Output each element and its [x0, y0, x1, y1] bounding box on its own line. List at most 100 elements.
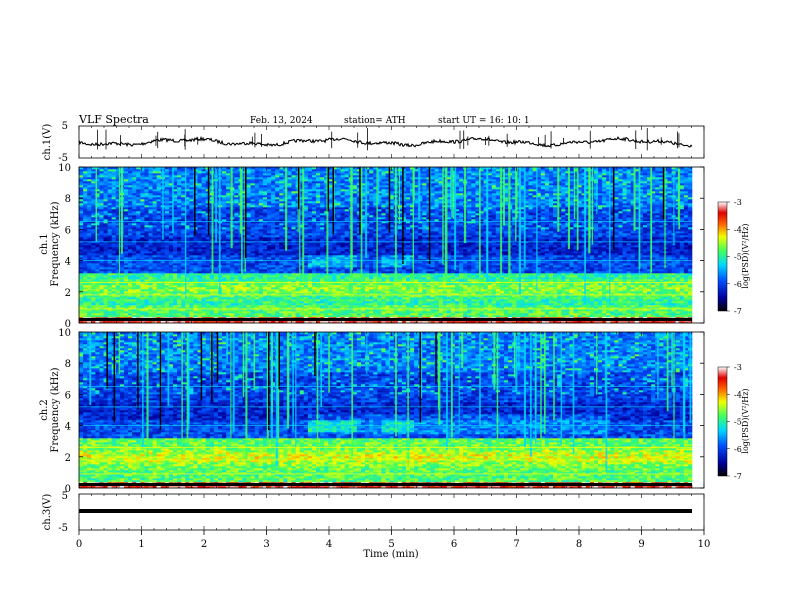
- spectrogram-cell: [262, 293, 268, 296]
- spectrogram-cell: [504, 291, 509, 294]
- spectrogram-cell: [103, 265, 108, 268]
- spectrogram-cell: [316, 269, 321, 272]
- spectrogram-cell: [573, 269, 578, 272]
- spectrogram-cell: [626, 305, 631, 308]
- spectrogram-cell: [630, 267, 636, 270]
- spectrogram-cell: [467, 277, 472, 280]
- spectrogram-cell: [540, 321, 546, 324]
- spectrogram-cell: [467, 291, 472, 294]
- spectrogram-cell: [438, 293, 444, 296]
- spectrogram-cell: [565, 297, 570, 300]
- spectrogram-cell: [397, 273, 403, 276]
- spectrogram-cell: [467, 295, 472, 298]
- spectrogram-cell: [532, 321, 538, 324]
- spectrogram-cell: [426, 307, 431, 310]
- spectrogram-cell: [320, 273, 325, 276]
- spectrogram-cell: [283, 271, 288, 274]
- spectrogram-cell: [479, 301, 484, 304]
- spectrogram-cell: [336, 313, 341, 316]
- spectrogram-cell: [307, 291, 313, 294]
- spectrogram-cell: [561, 301, 566, 304]
- spectrogram-cell: [434, 267, 439, 270]
- spectrogram-cell: [246, 301, 251, 304]
- spectrogram-cell: [381, 289, 386, 292]
- spectrogram-cell: [577, 289, 582, 292]
- spectrogram-cell: [630, 311, 636, 314]
- figure-title: VLF Spectra: [78, 113, 149, 126]
- spectrogram-cell: [119, 275, 125, 278]
- spectrogram-cell: [683, 293, 689, 296]
- spectrogram-cell: [156, 275, 162, 278]
- spectrogram-cell: [87, 257, 92, 260]
- spectrogram-cell: [454, 305, 460, 308]
- spectrogram-cell: [168, 267, 174, 270]
- spectrogram-cell: [185, 277, 190, 280]
- spectrogram-cell: [332, 269, 337, 272]
- spectrogram-cell: [160, 261, 166, 264]
- spectrogram-cell: [111, 315, 117, 318]
- spectrogram-cell: [336, 271, 341, 274]
- spectrogram-cell: [634, 285, 640, 288]
- spectrogram-cell: [528, 273, 533, 276]
- spectrogram-cell: [250, 291, 256, 294]
- spectrogram-cell: [185, 301, 190, 304]
- spectrogram-cell: [328, 321, 333, 324]
- spectrogram-cell: [369, 311, 374, 314]
- spectrogram-cell: [246, 293, 251, 296]
- spectrogram-cell: [238, 295, 243, 298]
- spectrogram-cell: [614, 273, 619, 276]
- spectrogram-cell: [115, 259, 121, 262]
- spectrogram-cell: [520, 321, 525, 324]
- spectrogram-cell: [638, 289, 644, 292]
- spectrogram-cell: [557, 279, 562, 282]
- spectrogram-cell: [156, 277, 162, 280]
- spectrogram-cell: [405, 297, 411, 300]
- spectrogram-cell: [177, 305, 182, 308]
- spectrogram-cell: [156, 301, 162, 304]
- spectrogram-cell: [311, 305, 317, 308]
- spectrogram-cell: [414, 263, 419, 266]
- spectrogram-cell: [119, 269, 125, 272]
- spectrogram-cell: [618, 299, 623, 302]
- spectrogram-cell: [185, 311, 190, 314]
- spectrogram-cell: [410, 259, 415, 262]
- spectrogram-cell: [581, 291, 587, 294]
- spectrogram-cell: [144, 301, 149, 304]
- spectrogram-cell: [532, 273, 538, 276]
- spectrogram-cell: [426, 277, 431, 280]
- spectrogram-cell: [687, 259, 693, 262]
- spectrogram-cell: [262, 315, 268, 318]
- spectrogram-cell: [332, 321, 337, 324]
- spectrogram-cell: [336, 283, 341, 286]
- spectrogram-cell: [356, 271, 362, 274]
- spectrogram-cell: [548, 289, 554, 292]
- spectrogram-cell: [418, 307, 423, 310]
- spectrogram-cell: [630, 287, 636, 290]
- spectrogram-cell: [393, 315, 399, 318]
- spectrogram-cell: [577, 257, 582, 260]
- spectrogram-cell: [655, 289, 660, 292]
- spectrogram-cell: [606, 259, 611, 262]
- spectrogram-cell: [418, 283, 423, 286]
- spectrogram-cell: [385, 263, 390, 266]
- spectrogram-cell: [622, 273, 627, 276]
- spectrogram-cell: [479, 283, 484, 286]
- spectrogram-cell: [450, 305, 456, 308]
- spectrogram-cell: [160, 267, 166, 270]
- spectrogram-cell: [222, 279, 227, 282]
- spectrogram-cell: [581, 309, 587, 312]
- spectrogram-cell: [279, 315, 284, 318]
- spectrogram-cell: [463, 261, 468, 264]
- spectrogram-cell: [622, 309, 627, 312]
- spectrogram-cell: [618, 269, 623, 272]
- spectrogram-cell: [471, 293, 476, 296]
- spectrogram-cell: [422, 287, 427, 290]
- spectrogram-cell: [606, 311, 611, 314]
- spectrogram-cell: [238, 293, 243, 296]
- spectrogram-cell: [181, 293, 186, 296]
- spectrogram-cell: [283, 321, 288, 324]
- spectrogram-cell: [410, 305, 415, 308]
- spectrogram-cell: [222, 259, 227, 262]
- spectrogram-cell: [422, 307, 427, 310]
- spectrogram-cell: [573, 315, 578, 318]
